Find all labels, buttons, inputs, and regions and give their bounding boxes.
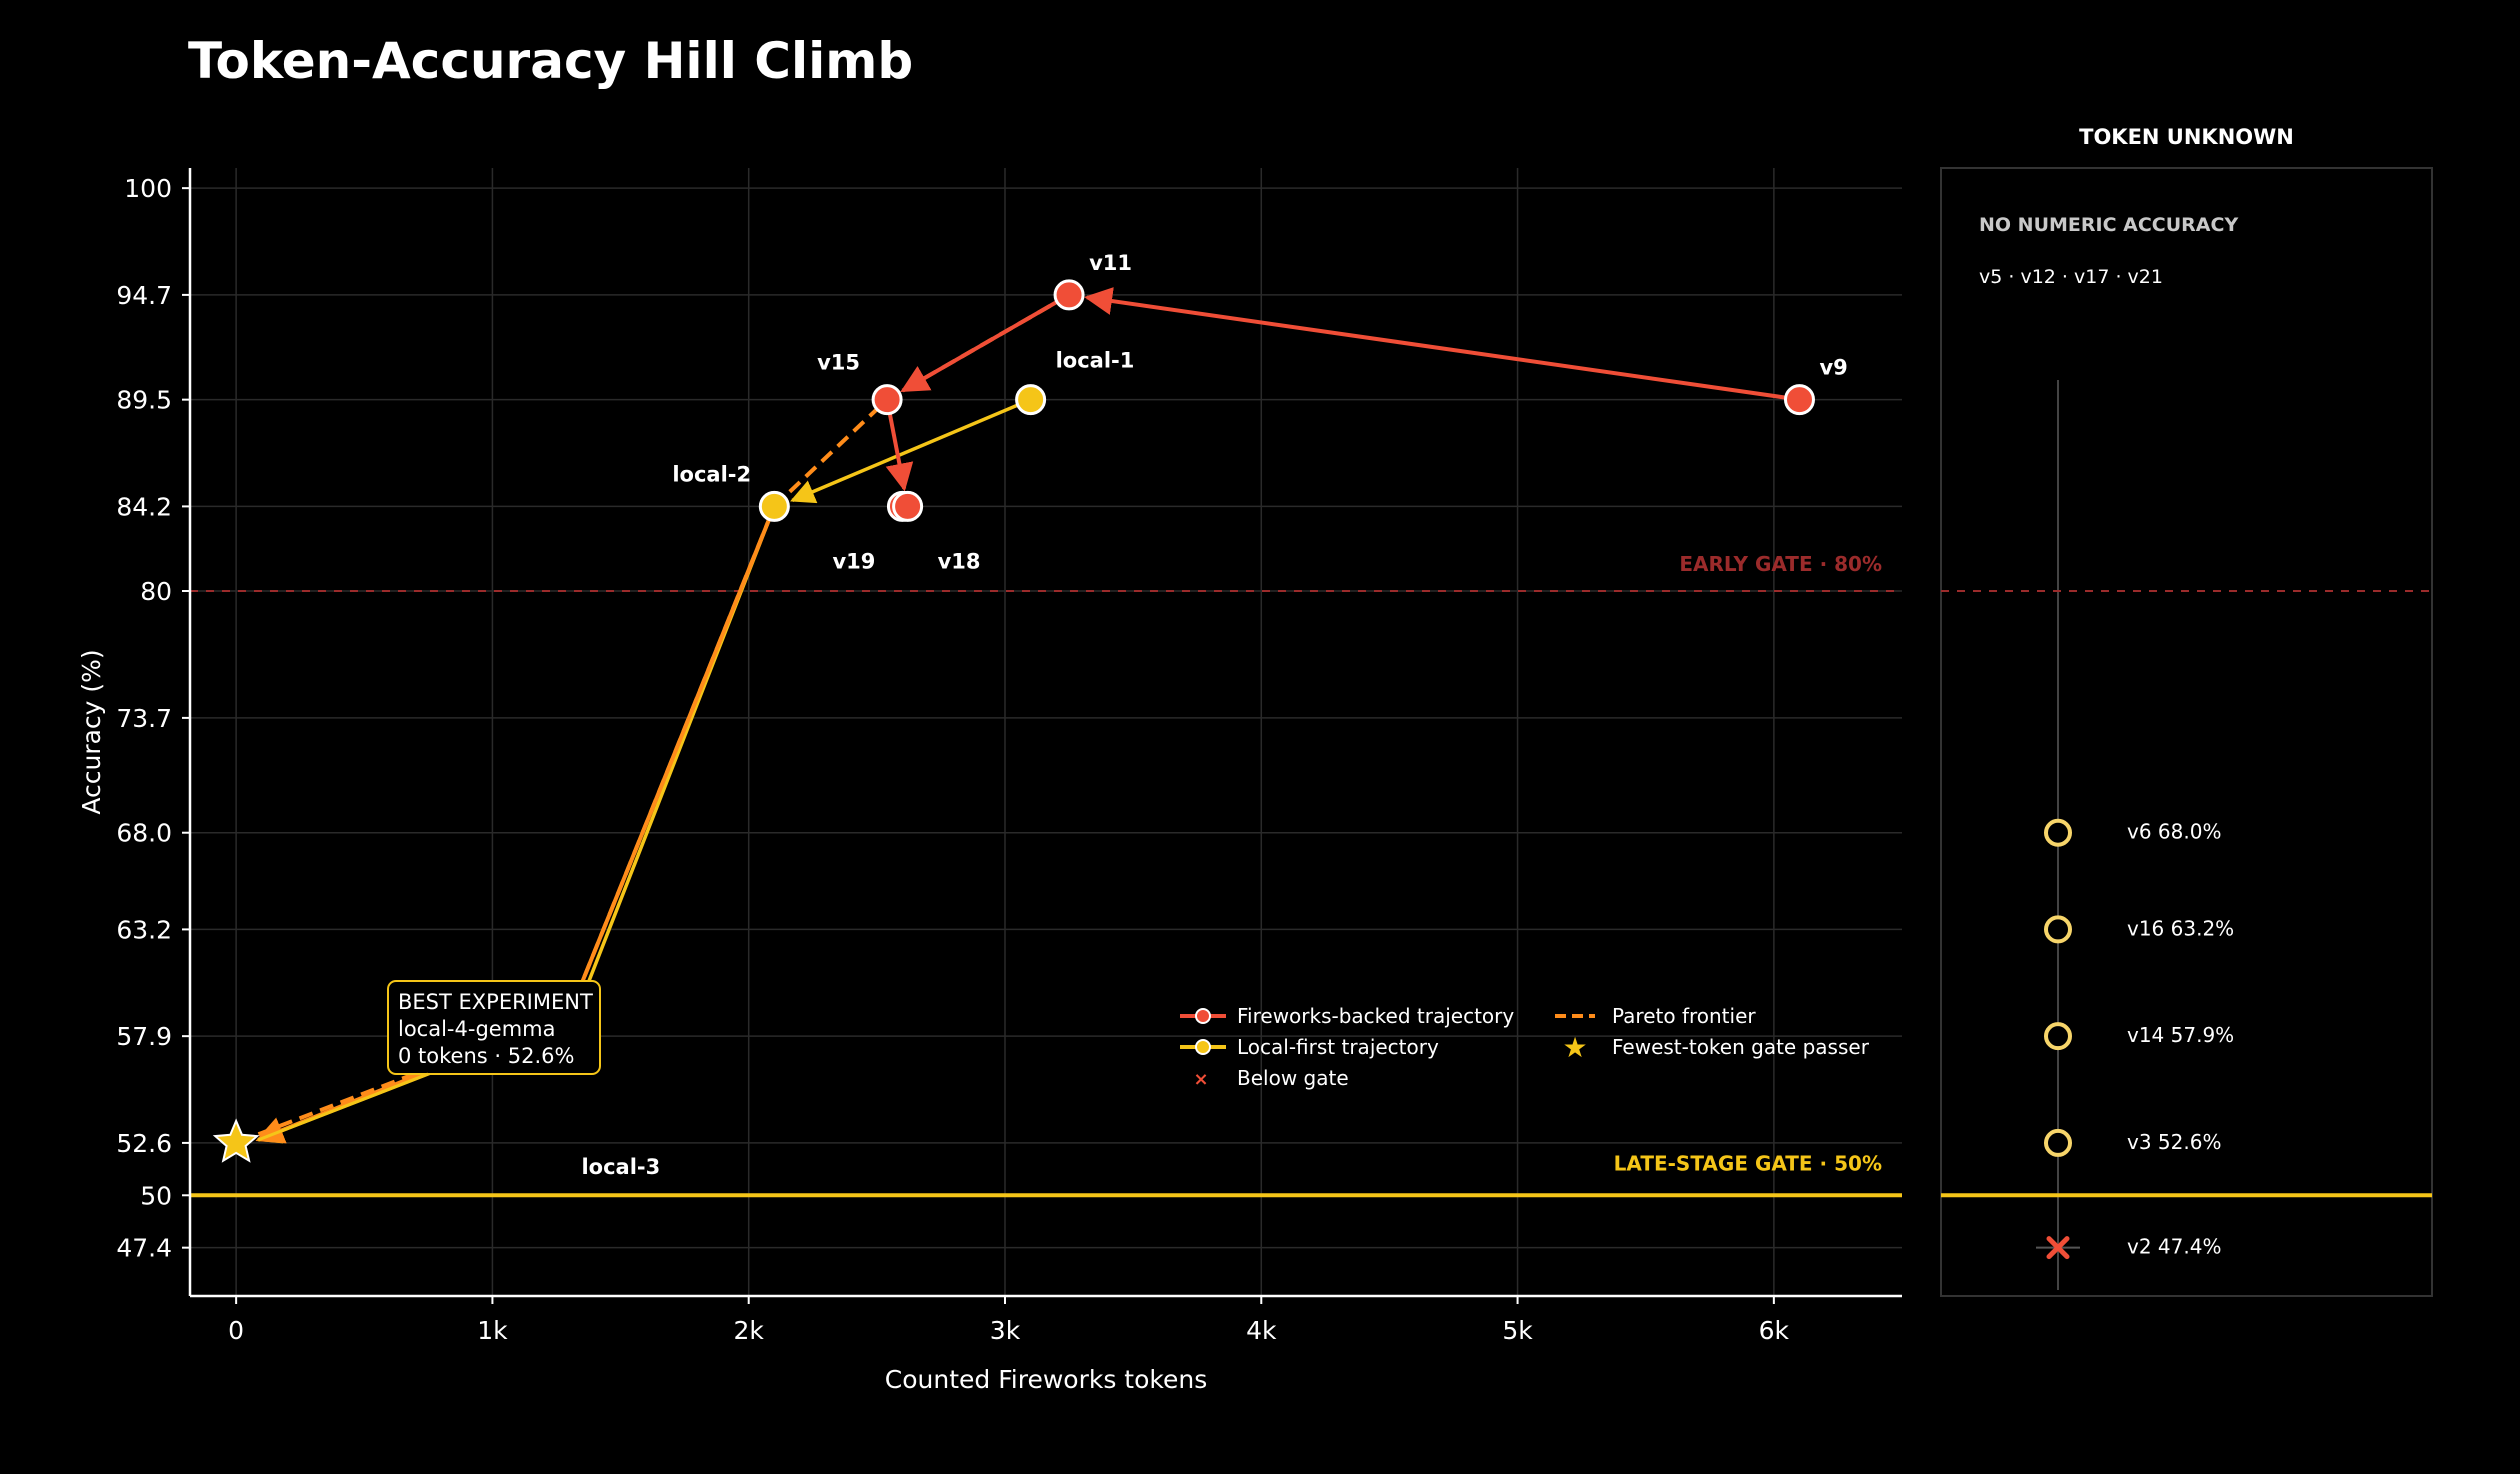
pareto-frontier-line — [235, 293, 1071, 1145]
side-item-label: v14 57.9% — [2127, 1023, 2234, 1047]
point-label-v11: v11 — [1089, 251, 1132, 275]
point-best-star — [212, 1118, 260, 1163]
side-item-marker — [2044, 818, 2072, 847]
legend-pareto-label: Pareto frontier — [1612, 1004, 1756, 1028]
side-item-label: v6 68.0% — [2127, 820, 2221, 844]
x-tick-label: 6k — [1759, 1316, 1790, 1345]
side-item-label: v2 47.4% — [2127, 1235, 2221, 1259]
best-experiment-callout: BEST EXPERIMENT local-4-gemma 0 tokens · 5… — [257, 980, 601, 1142]
y-tick-label: 52.6 — [116, 1129, 172, 1158]
late-gate-label: LATE-STAGE GATE · 50% — [1614, 1151, 1882, 1175]
y-tick-label: 63.2 — [116, 915, 172, 944]
token-unknown-panel: TOKEN UNKNOWN NO NUMERIC ACCURACY v5 · v12… — [1940, 125, 2433, 1297]
gate-lines: EARLY GATE · 80% LATE-STAGE GATE · 50% — [190, 552, 1902, 1198]
best-callout-detail: 0 tokens · 52.6% — [398, 1044, 574, 1068]
side-panel-subtitle: NO NUMERIC ACCURACY — [1979, 214, 2238, 236]
legend: Fireworks-backed trajectory Pareto fronti… — [1180, 1004, 1870, 1090]
fireworks-trajectory-segment — [900, 293, 1071, 393]
x-axis-label: Counted Fireworks tokens — [885, 1365, 1207, 1394]
early-gate-label: EARLY GATE · 80% — [1679, 552, 1882, 576]
point-local-1 — [1015, 384, 1047, 416]
side-item-below-gate-marker — [2046, 1236, 2070, 1260]
side-item-marker — [2044, 1128, 2072, 1157]
y-tick-label: 80 — [140, 577, 172, 606]
legend-star-label: Fewest-token gate passer — [1612, 1035, 1870, 1059]
x-tick-label: 4k — [1246, 1316, 1277, 1345]
y-tick-label: 100 — [124, 174, 172, 203]
grid — [190, 168, 1902, 1296]
legend-fireworks-marker — [1195, 1008, 1211, 1024]
x-tick-label: 3k — [990, 1316, 1021, 1345]
side-item-marker — [2044, 1022, 2072, 1051]
x-tick-label: 2k — [734, 1316, 765, 1345]
best-callout-name: local-4-gemma — [398, 1017, 555, 1041]
point-label-local-3: local-3 — [581, 1155, 660, 1179]
side-item-marker — [2044, 915, 2072, 944]
side-panel-no-numeric-list: v5 · v12 · v17 · v21 — [1979, 266, 2163, 288]
side-panel-title: TOKEN UNKNOWN — [2079, 125, 2294, 149]
y-tick-label: 50 — [140, 1181, 172, 1210]
x-tick-label: 0 — [228, 1316, 244, 1345]
legend-local-marker — [1195, 1039, 1211, 1055]
point-label-v18: v18 — [938, 549, 981, 573]
x-tick-label: 1k — [477, 1316, 508, 1345]
data-points — [212, 279, 1815, 1163]
legend-fireworks-label: Fireworks-backed trajectory — [1237, 1004, 1514, 1028]
legend-below-marker: × — [1193, 1069, 1208, 1090]
side-item-label: v16 63.2% — [2127, 916, 2234, 940]
side-panel-frame — [1940, 167, 2433, 1297]
point-local-2 — [758, 490, 790, 522]
y-tick-label: 73.7 — [116, 704, 172, 733]
point-v15 — [871, 384, 903, 416]
best-callout-heading: BEST EXPERIMENT — [398, 990, 593, 1014]
point-v11 — [1053, 279, 1085, 311]
best-callout-pointer — [257, 1072, 429, 1142]
legend-star-marker: ★ — [1562, 1031, 1587, 1064]
side-item-label: v3 52.6% — [2127, 1130, 2221, 1154]
point-v9 — [1783, 384, 1815, 416]
y-tick-label: 68.0 — [116, 819, 172, 848]
point-label-v15: v15 — [817, 351, 860, 375]
point-label-v9: v9 — [1819, 356, 1847, 380]
fireworks-trajectory-segment — [1084, 287, 1800, 402]
point-v18 — [892, 490, 924, 522]
y-tick-label: 89.5 — [116, 386, 172, 415]
y-tick-label: 57.9 — [116, 1022, 172, 1051]
chart-title: Token-Accuracy Hill Climb — [188, 32, 914, 90]
point-label-local-1: local-1 — [1056, 349, 1135, 373]
legend-local-label: Local-first trajectory — [1237, 1035, 1439, 1059]
point-labels: v11 v9 v15 local-1 local-2 v19 v18 local-3 — [581, 251, 1847, 1179]
point-label-v19: v19 — [832, 549, 875, 573]
y-tick-label: 94.7 — [116, 281, 172, 310]
local-trajectory-segment — [790, 398, 1032, 504]
y-tick-label: 47.4 — [116, 1234, 172, 1263]
best-callout-box — [387, 980, 601, 1075]
x-tick-label: 5k — [1502, 1316, 1533, 1345]
y-axis-label: Accuracy (%) — [77, 649, 106, 814]
point-label-local-2: local-2 — [672, 462, 751, 486]
axes: 0 1k 2k 3k 4k 5k 6k 100 94.7 89.5 84.2 80 73.7 68.0 63… — [77, 168, 1902, 1394]
y-tick-label: 84.2 — [116, 492, 172, 521]
legend-below-label: Below gate — [1237, 1066, 1349, 1090]
